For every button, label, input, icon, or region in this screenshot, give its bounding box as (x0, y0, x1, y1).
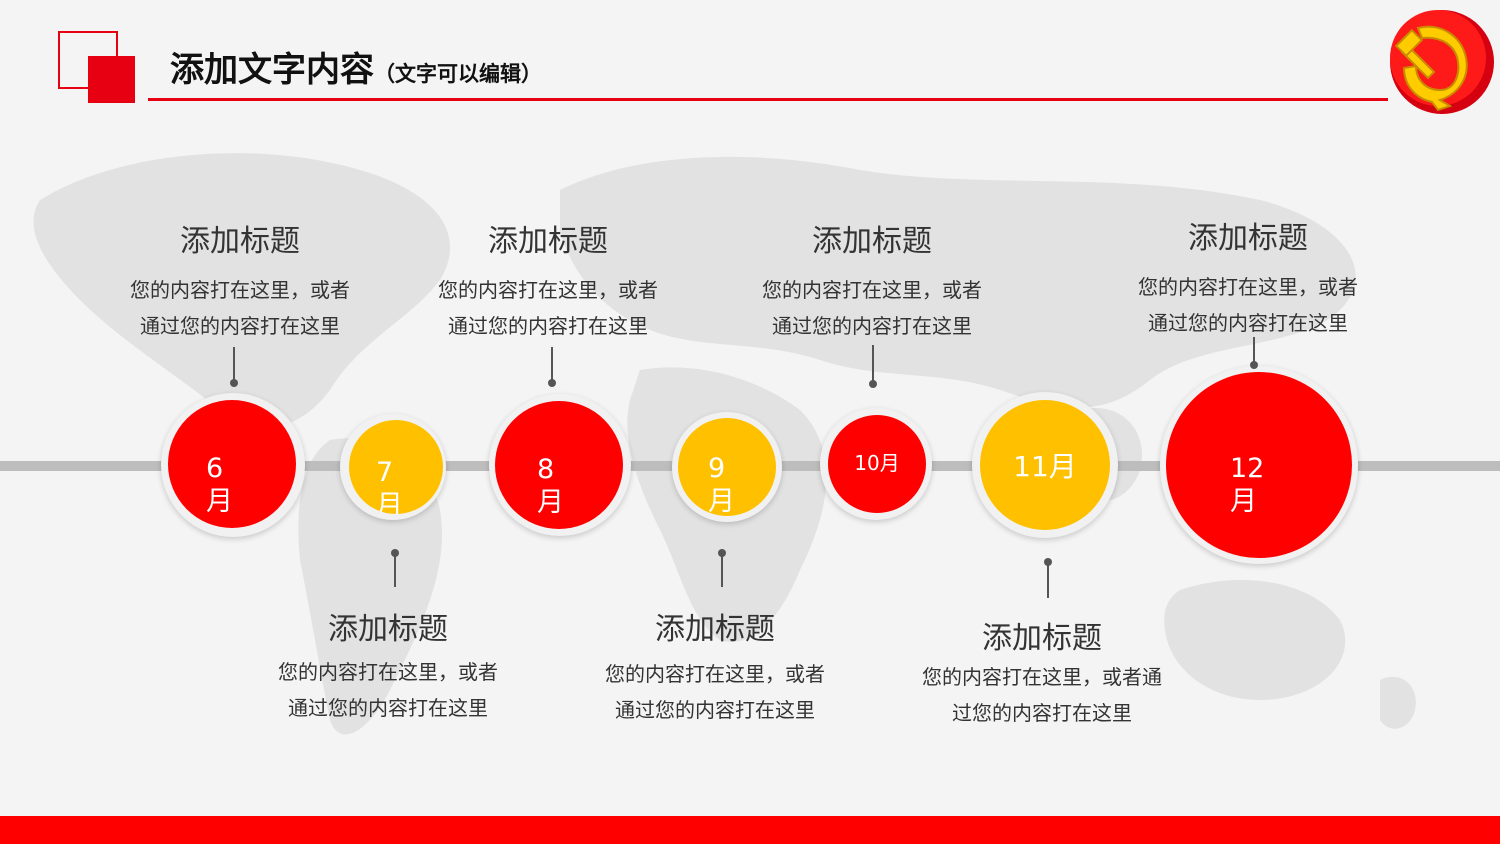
milestone-label: 6月 (206, 453, 233, 517)
milestone-10: 10月 (828, 415, 926, 513)
footer-bar (0, 816, 1500, 844)
connector-dot (548, 379, 556, 387)
connector-line (1047, 562, 1049, 598)
milestone-text-block: 添加标题 您的内容打在这里，或者 通过您的内容打在这里 (243, 610, 533, 726)
connector-line (233, 347, 235, 383)
connector-line (551, 347, 553, 383)
block-text-line: 通过您的内容打在这里 (140, 314, 340, 338)
milestone-text-block: 添加标题 您的内容打在这里，或者 通过您的内容打在这里 (403, 222, 693, 344)
block-text-line: 通过您的内容打在这里 (615, 698, 815, 722)
block-text-line: 通过您的内容打在这里 (288, 696, 488, 720)
block-text-line: 通过您的内容打在这里 (772, 314, 972, 338)
milestone-11: 11月 (980, 400, 1110, 530)
connector-dot (230, 379, 238, 387)
connector-dot (869, 380, 877, 388)
connector-line (1253, 337, 1255, 365)
page-title: 添加文字内容（文字可以编辑） (170, 42, 542, 91)
milestone-text-block: 添加标题 您的内容打在这里，或者通 过您的内容打在这里 (892, 619, 1192, 731)
milestone-text-block: 添加标题 您的内容打在这里，或者 通过您的内容打在这里 (1098, 219, 1398, 341)
milestone-label: 10月 (854, 451, 900, 475)
milestone-text-block: 添加标题 您的内容打在这里，或者 通过您的内容打在这里 (95, 222, 385, 344)
milestone-label: 9月 (708, 453, 735, 516)
block-text-line: 过您的内容打在这里 (952, 701, 1132, 725)
milestone-6: 6月 (168, 400, 296, 528)
block-title: 添加标题 (982, 621, 1102, 656)
block-text-line: 您的内容打在这里，或者 (1138, 275, 1358, 299)
milestone-label: 12月 (1230, 453, 1265, 517)
block-text-line: 通过您的内容打在这里 (1148, 311, 1348, 335)
connector-line (721, 553, 723, 587)
connector-dot (1250, 361, 1258, 369)
milestone-text-block: 添加标题 您的内容打在这里，或者 通过您的内容打在这里 (727, 222, 1017, 344)
milestone-8: 8月 (495, 401, 623, 529)
block-text-line: 您的内容打在这里，或者 (438, 278, 658, 302)
block-title: 添加标题 (488, 224, 608, 259)
milestone-label: 7月 (376, 457, 403, 514)
page-title-sub: （文字可以编辑） (374, 62, 542, 86)
milestone-12: 12月 (1166, 372, 1352, 558)
milestone-label: 11月 (1013, 450, 1077, 483)
block-title: 添加标题 (812, 224, 932, 259)
block-text-line: 您的内容打在这里，或者通 (922, 665, 1162, 689)
block-text-line: 您的内容打在这里，或者 (605, 662, 825, 686)
milestone-9: 9月 (678, 418, 776, 516)
milestone-7: 7月 (349, 420, 443, 514)
block-title: 添加标题 (1188, 221, 1308, 256)
block-text-line: 通过您的内容打在这里 (448, 314, 648, 338)
title-underline (148, 98, 1388, 101)
milestone-label: 8月 (537, 454, 564, 518)
block-title: 添加标题 (328, 612, 448, 647)
block-title: 添加标题 (655, 612, 775, 647)
block-text-line: 您的内容打在这里，或者 (278, 660, 498, 684)
block-title: 添加标题 (180, 224, 300, 259)
block-text-line: 您的内容打在这里，或者 (130, 278, 350, 302)
decor-square-filled (88, 56, 135, 103)
party-emblem-icon (1390, 10, 1494, 114)
connector-line (394, 553, 396, 587)
block-text-line: 您的内容打在这里，或者 (762, 278, 982, 302)
page-title-main: 添加文字内容 (170, 50, 374, 90)
milestone-text-block: 添加标题 您的内容打在这里，或者 通过您的内容打在这里 (570, 610, 860, 728)
connector-line (872, 345, 874, 385)
